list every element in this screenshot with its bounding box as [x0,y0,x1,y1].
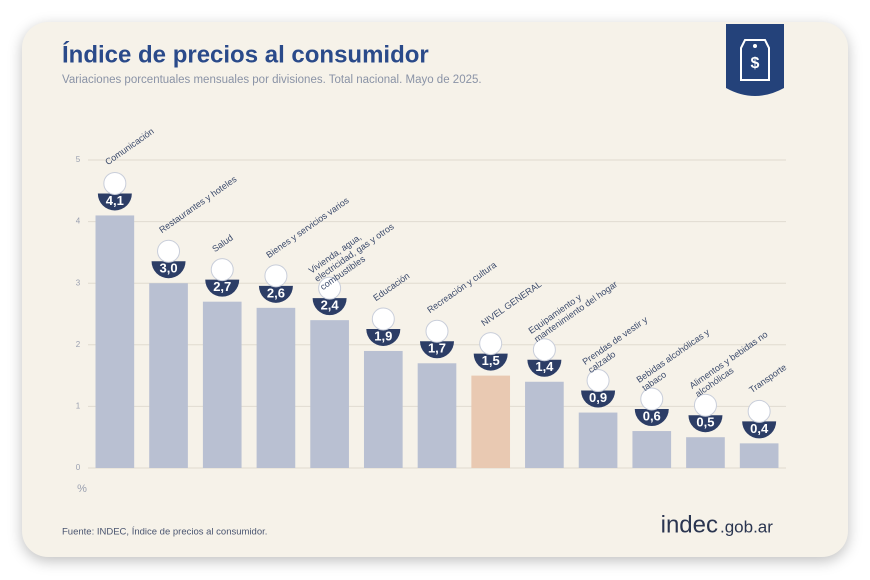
y-tick-label: 2 [76,340,81,349]
value-label: 2,7 [213,279,231,294]
value-badge [581,390,616,408]
icon-placeholder [532,338,556,362]
bar [202,301,242,468]
value-label: 3,0 [159,261,177,276]
bar [578,412,618,468]
value-label: 0,9 [589,390,607,405]
value-label: 1,7 [428,341,446,356]
chart-title: Índice de precios al consumidor [62,40,429,68]
y-unit: % [77,483,87,495]
icon-placeholder [586,369,610,393]
value-label: 2,4 [321,298,340,313]
chart-subtitle: Variaciones porcentuales mensuales por d… [62,74,482,86]
icon-placeholder [371,307,395,331]
y-tick-label: 4 [76,217,81,226]
icon-placeholder [210,258,234,282]
value-badge [742,421,777,439]
icon-placeholder [103,171,127,195]
y-tick-label: 5 [76,155,81,164]
bar [525,381,564,468]
value-label: 0,4 [750,421,769,436]
value-label: 0,5 [696,415,714,430]
bar [149,283,188,468]
value-label: 1,5 [482,353,500,368]
icon-placeholder [747,399,771,423]
svg-text:$: $ [751,55,760,72]
bar [363,350,403,468]
logo-badge: $ [726,24,784,96]
value-badge [634,409,669,427]
bar [310,320,349,468]
icon-placeholder [264,264,288,288]
icon-placeholder [318,276,342,300]
bar [256,307,296,468]
value-label: 1,4 [535,359,554,374]
value-badge [312,298,347,316]
y-tick-label: 3 [76,278,81,287]
value-badge [366,328,401,346]
y-tick-label: 1 [76,402,81,411]
value-badge [205,279,240,297]
brand-domain: .gob.ar [720,517,773,536]
icon-placeholder [640,387,664,411]
bar [471,375,511,468]
source: Fuente: INDEC, Índice de precios al cons… [62,527,267,538]
value-label: 4,1 [106,193,124,208]
bar [686,437,725,468]
value-badge [527,359,562,377]
icon-placeholder [479,332,503,356]
icon-placeholder [157,239,181,263]
bar [95,215,135,468]
value-badge [97,193,132,211]
value-label: 1,9 [374,328,392,343]
bar [417,363,457,468]
value-badge [688,415,723,433]
bar [739,443,779,468]
value-badge [258,285,293,303]
icon-placeholder [425,319,449,343]
value-badge [420,341,454,359]
value-badge [151,261,186,279]
value-badge [473,353,508,371]
y-tick-label: 0 [76,463,81,472]
icon-placeholder [693,393,717,417]
value-label: 2,6 [267,285,285,300]
value-label: 0,6 [643,408,661,423]
bar [632,431,672,468]
brand-name: indec [661,511,718,538]
